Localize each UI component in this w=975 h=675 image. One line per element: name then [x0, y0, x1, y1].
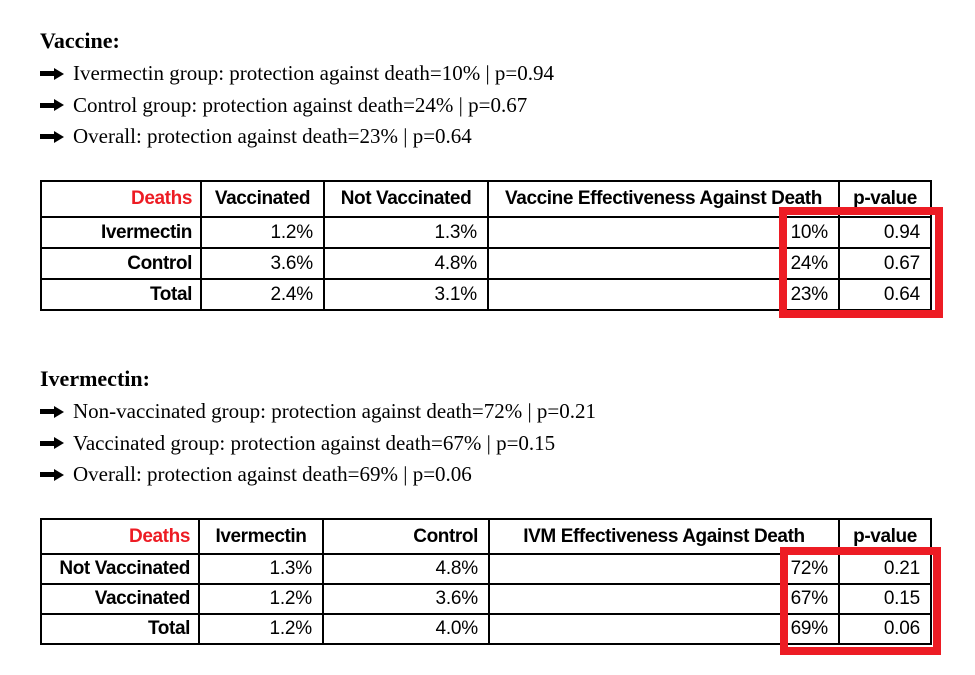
table-row: Control 3.6% 4.8% 24% 0.67: [40, 247, 932, 280]
row-label: Vaccinated: [40, 583, 200, 615]
right-arrow-icon: [40, 67, 64, 80]
cell-value: 0.21: [838, 553, 932, 585]
bullet-text: Ivermectin group: protection against dea…: [73, 61, 555, 86]
cell-value: 1.3%: [198, 553, 324, 585]
cell-value: 67%: [488, 583, 840, 615]
bullet-text: Control group: protection against death=…: [73, 92, 528, 117]
vaccine-bullet-overall: Overall: protection against death=23% | …: [40, 121, 554, 153]
row-label: Ivermectin: [40, 216, 202, 249]
cell-value: 0.67: [838, 247, 932, 280]
p-value-header-cell: p-value: [838, 518, 932, 555]
effectiveness-header-cell: IVM Effectiveness Against Death: [488, 518, 840, 555]
vaccine-section: Vaccine: Ivermectin group: protection ag…: [40, 28, 554, 153]
cell-value: 0.15: [838, 583, 932, 615]
bullet-text: Non-vaccinated group: protection against…: [73, 399, 596, 424]
cell-value: 3.1%: [323, 278, 489, 311]
cell-value: 1.2%: [200, 216, 325, 249]
cell-value: 1.3%: [323, 216, 489, 249]
cell-value: 0.94: [838, 216, 932, 249]
vaccinated-header-cell: Vaccinated: [200, 180, 325, 218]
table-row: Not Vaccinated 1.3% 4.8% 72% 0.21: [40, 553, 932, 585]
row-label: Total: [40, 613, 200, 645]
cell-value: 4.0%: [322, 613, 490, 645]
ivermectin-bullet-vaccinated: Vaccinated group: protection against dea…: [40, 428, 596, 460]
table-header-row: Deaths Vaccinated Not Vaccinated Vaccine…: [40, 180, 932, 218]
right-arrow-icon: [40, 99, 64, 112]
vaccine-bullet-ivermectin: Ivermectin group: protection against dea…: [40, 58, 554, 90]
cell-value: 23%: [487, 278, 840, 311]
cell-value: 4.8%: [322, 553, 490, 585]
cell-value: 72%: [488, 553, 840, 585]
row-label: Not Vaccinated: [40, 553, 200, 585]
p-value-header-cell: p-value: [838, 180, 932, 218]
not-vaccinated-header-cell: Not Vaccinated: [323, 180, 489, 218]
effectiveness-header-cell: Vaccine Effectiveness Against Death: [487, 180, 840, 218]
table-row: Vaccinated 1.2% 3.6% 67% 0.15: [40, 583, 932, 615]
deaths-header-cell: Deaths: [40, 180, 202, 218]
ivermectin-bullet-overall: Overall: protection against death=69% | …: [40, 459, 596, 491]
ivermectin-section-heading: Ivermectin:: [40, 366, 150, 391]
deaths-header-cell: Deaths: [40, 518, 200, 555]
table-row: Total 1.2% 4.0% 69% 0.06: [40, 613, 932, 645]
vaccine-effectiveness-table: Deaths Vaccinated Not Vaccinated Vaccine…: [40, 180, 932, 311]
bullet-text: Overall: protection against death=69% | …: [73, 462, 472, 487]
right-arrow-icon: [40, 437, 64, 450]
ivermectin-header-cell: Ivermectin: [198, 518, 324, 555]
cell-value: 2.4%: [200, 278, 325, 311]
table-row: Ivermectin 1.2% 1.3% 10% 0.94: [40, 216, 932, 249]
right-arrow-icon: [40, 405, 64, 418]
bullet-text: Vaccinated group: protection against dea…: [73, 430, 556, 455]
cell-value: 0.06: [838, 613, 932, 645]
cell-value: 3.6%: [322, 583, 490, 615]
cell-value: 1.2%: [198, 583, 324, 615]
cell-value: 10%: [487, 216, 840, 249]
cell-value: 1.2%: [198, 613, 324, 645]
ivm-effectiveness-table: Deaths Ivermectin Control IVM Effectiven…: [40, 518, 932, 645]
cell-value: 4.8%: [323, 247, 489, 280]
row-label: Total: [40, 278, 202, 311]
row-label: Control: [40, 247, 202, 280]
right-arrow-icon: [40, 468, 64, 481]
cell-value: 0.64: [838, 278, 932, 311]
control-header-cell: Control: [322, 518, 490, 555]
vaccine-bullet-control: Control group: protection against death=…: [40, 90, 554, 122]
right-arrow-icon: [40, 130, 64, 143]
vaccine-section-heading: Vaccine:: [40, 28, 120, 53]
table-header-row: Deaths Ivermectin Control IVM Effectiven…: [40, 518, 932, 555]
cell-value: 3.6%: [200, 247, 325, 280]
table-row: Total 2.4% 3.1% 23% 0.64: [40, 278, 932, 311]
cell-value: 24%: [487, 247, 840, 280]
ivermectin-bullet-nonvaccinated: Non-vaccinated group: protection against…: [40, 396, 596, 428]
bullet-text: Overall: protection against death=23% | …: [73, 124, 472, 149]
ivermectin-section: Ivermectin: Non-vaccinated group: protec…: [40, 366, 596, 491]
cell-value: 69%: [488, 613, 840, 645]
